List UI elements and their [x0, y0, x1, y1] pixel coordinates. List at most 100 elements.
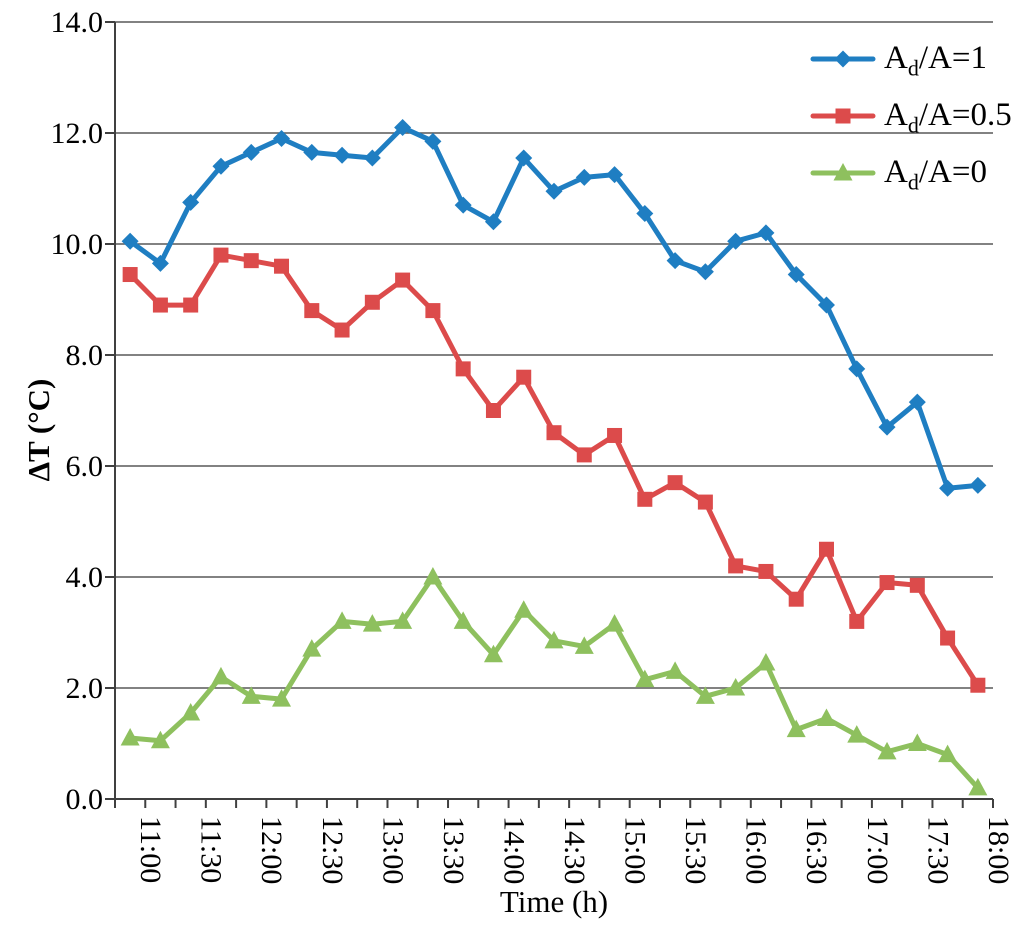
data-point-square	[425, 303, 441, 319]
data-point-diamond	[848, 360, 866, 378]
data-point-square	[122, 267, 138, 283]
data-point-square	[395, 272, 411, 288]
data-point-diamond	[333, 146, 351, 164]
data-point-diamond	[212, 157, 230, 175]
y-tick-label: 10.0	[51, 228, 104, 261]
data-point-diamond	[908, 393, 926, 411]
data-point-diamond	[242, 143, 260, 161]
legend-marker-glyph	[810, 50, 876, 67]
data-point-diamond	[939, 479, 957, 497]
data-point-triangle	[726, 678, 746, 696]
x-tick-label: 17:00	[861, 816, 894, 884]
data-point-triangle	[423, 567, 443, 585]
data-point-triangle	[120, 727, 140, 746]
x-tick-label: 15:00	[619, 816, 652, 884]
data-point-triangle	[665, 661, 685, 679]
x-tick-label: 14:00	[497, 816, 530, 884]
legend-label-sub: d	[907, 55, 919, 81]
data-point-triangle	[786, 719, 806, 738]
data-point-triangle	[241, 686, 261, 704]
data-point-diamond	[878, 418, 896, 436]
data-point-triangle	[393, 611, 413, 629]
data-point-triangle	[302, 639, 322, 657]
legend-label-base: A	[884, 154, 908, 190]
data-point-square	[152, 297, 168, 313]
x-tick-label: 16:00	[740, 816, 773, 884]
data-point-square	[667, 475, 683, 491]
data-point-square	[788, 591, 804, 607]
data-point-triangle	[453, 611, 473, 629]
legend-label-rest: /A=0	[918, 154, 987, 190]
data-point-triangle	[816, 708, 836, 727]
data-point-triangle	[332, 611, 352, 629]
data-point-square	[213, 247, 229, 263]
data-point-square	[516, 369, 532, 385]
legend-marker-glyph	[810, 108, 876, 123]
legend: Ad/A=1 Ad/A=0.5 Ad/A=0	[810, 30, 1012, 201]
x-tick-label: 17:30	[921, 816, 954, 884]
data-point-triangle	[211, 666, 231, 685]
data-point-square	[697, 494, 713, 510]
x-axis-title: Time (h)	[499, 884, 609, 919]
data-point-triangle	[968, 777, 988, 796]
legend-label: Ad/A=1	[884, 40, 987, 79]
x-tick-label: 16:30	[800, 816, 833, 884]
data-point-triangle	[483, 644, 503, 663]
data-point-diamond	[363, 149, 381, 167]
legend-label-rest: /A=0.5	[918, 97, 1012, 133]
legend-shape	[833, 162, 853, 180]
data-point-triangle	[605, 614, 625, 632]
legend-label: Ad/A=0	[884, 154, 987, 193]
data-point-square	[243, 253, 259, 269]
data-point-square	[970, 677, 986, 693]
data-point-triangle	[362, 614, 382, 632]
x-tick-label: 12:30	[316, 816, 349, 884]
legend-item: Ad/A=0.5	[810, 87, 1012, 144]
legend-label-sub: d	[907, 169, 919, 195]
y-tick-label: 8.0	[66, 339, 104, 372]
data-point-square	[576, 447, 592, 463]
x-tick-label: 18:00	[982, 816, 1015, 884]
data-point-diamond	[484, 213, 502, 231]
data-point-diamond	[817, 296, 835, 314]
data-point-triangle	[907, 733, 927, 751]
data-point-diamond	[575, 168, 593, 186]
legend-label-rest: /A=1	[918, 40, 987, 76]
y-tick-label: 4.0	[66, 561, 104, 594]
data-point-diamond	[515, 149, 533, 167]
data-point-square	[455, 361, 471, 377]
data-point-triangle	[695, 686, 715, 704]
x-tick-label: 13:30	[437, 816, 470, 884]
data-point-square	[546, 425, 562, 441]
data-point-triangle	[938, 744, 958, 763]
data-point-diamond	[121, 232, 139, 250]
data-point-diamond	[394, 118, 412, 136]
y-tick-label: 12.0	[51, 117, 104, 150]
data-point-square	[364, 294, 380, 310]
data-point-square	[607, 427, 623, 443]
legend-label-sub: d	[907, 112, 919, 138]
data-point-diamond	[273, 130, 291, 148]
legend-label: Ad/A=0.5	[884, 97, 1012, 136]
x-tick-label: 11:30	[195, 816, 228, 883]
data-point-square	[728, 558, 744, 574]
data-point-triangle	[150, 730, 170, 749]
data-point-diamond	[666, 252, 684, 270]
data-point-square	[940, 630, 956, 646]
data-point-diamond	[969, 476, 987, 494]
data-point-diamond	[424, 132, 442, 150]
y-axis-title: ΔT (°C)	[21, 378, 56, 482]
data-point-triangle	[877, 741, 897, 760]
x-tick-label: 12:00	[255, 816, 288, 884]
x-tick-label: 15:30	[679, 816, 712, 884]
data-point-diamond	[727, 232, 745, 250]
data-point-triangle	[272, 689, 292, 707]
data-point-square	[909, 577, 925, 593]
legend-label-base: A	[884, 97, 908, 133]
legend-marker-glyph	[810, 162, 876, 180]
data-point-triangle	[181, 702, 201, 721]
y-tick-label: 2.0	[66, 672, 104, 705]
data-point-triangle	[756, 653, 776, 671]
